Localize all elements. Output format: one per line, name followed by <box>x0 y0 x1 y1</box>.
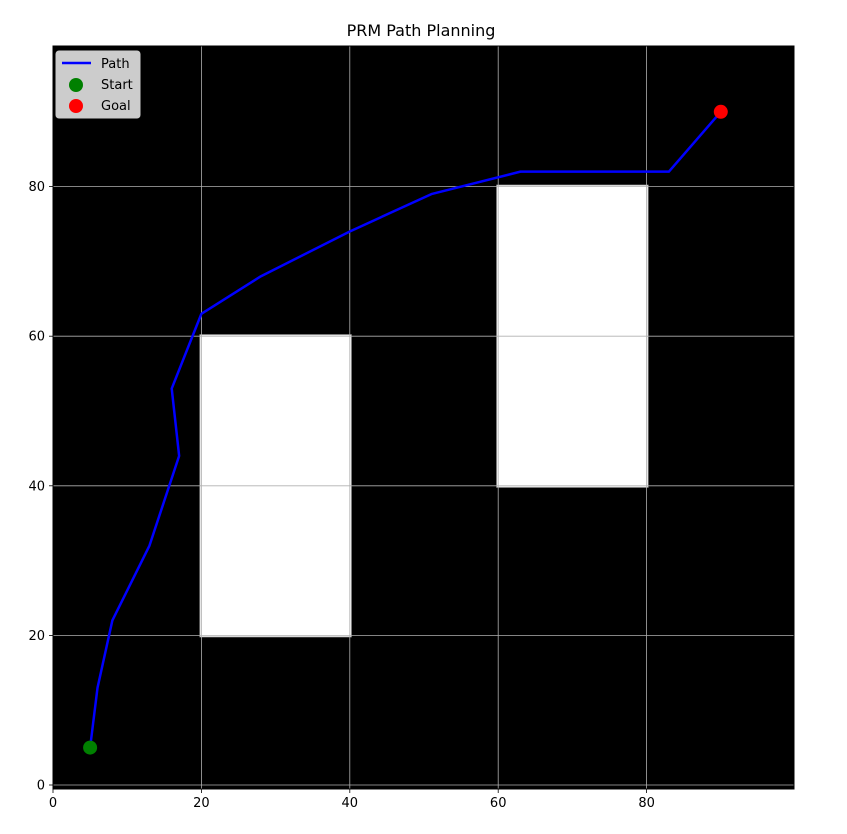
plot-frame <box>52 45 795 790</box>
x-tick-label-0: 0 <box>49 796 57 811</box>
x-tick-label-40: 40 <box>342 796 359 811</box>
chart-title: PRM Path Planning <box>347 21 496 40</box>
legend-label-goal: Goal <box>101 99 131 114</box>
x-tick-label-80: 80 <box>638 796 655 811</box>
markers-layer <box>83 104 728 755</box>
grid-layer <box>52 46 794 789</box>
legend-label-start: Start <box>101 78 133 93</box>
legend-goal-swatch <box>69 99 83 113</box>
y-tick-label-80: 80 <box>28 180 45 195</box>
y-tick-label-60: 60 <box>28 330 45 345</box>
marker-goal <box>713 104 728 119</box>
series-line-path <box>88 110 723 749</box>
plot-area <box>53 46 794 789</box>
y-tick-label-20: 20 <box>28 629 45 644</box>
y-tick-label-40: 40 <box>28 479 45 494</box>
legend-start-swatch <box>69 78 83 92</box>
x-tick-label-20: 20 <box>193 796 210 811</box>
y-tick-label-0: 0 <box>37 779 45 794</box>
ticks-layer: 0 20 40 60 80 0 20 40 60 80 <box>28 180 654 811</box>
legend: Path Start Goal <box>55 50 141 119</box>
path-layer <box>88 110 723 749</box>
legend-label-path: Path <box>101 57 130 72</box>
x-tick-label-60: 60 <box>490 796 507 811</box>
marker-start <box>83 740 98 755</box>
